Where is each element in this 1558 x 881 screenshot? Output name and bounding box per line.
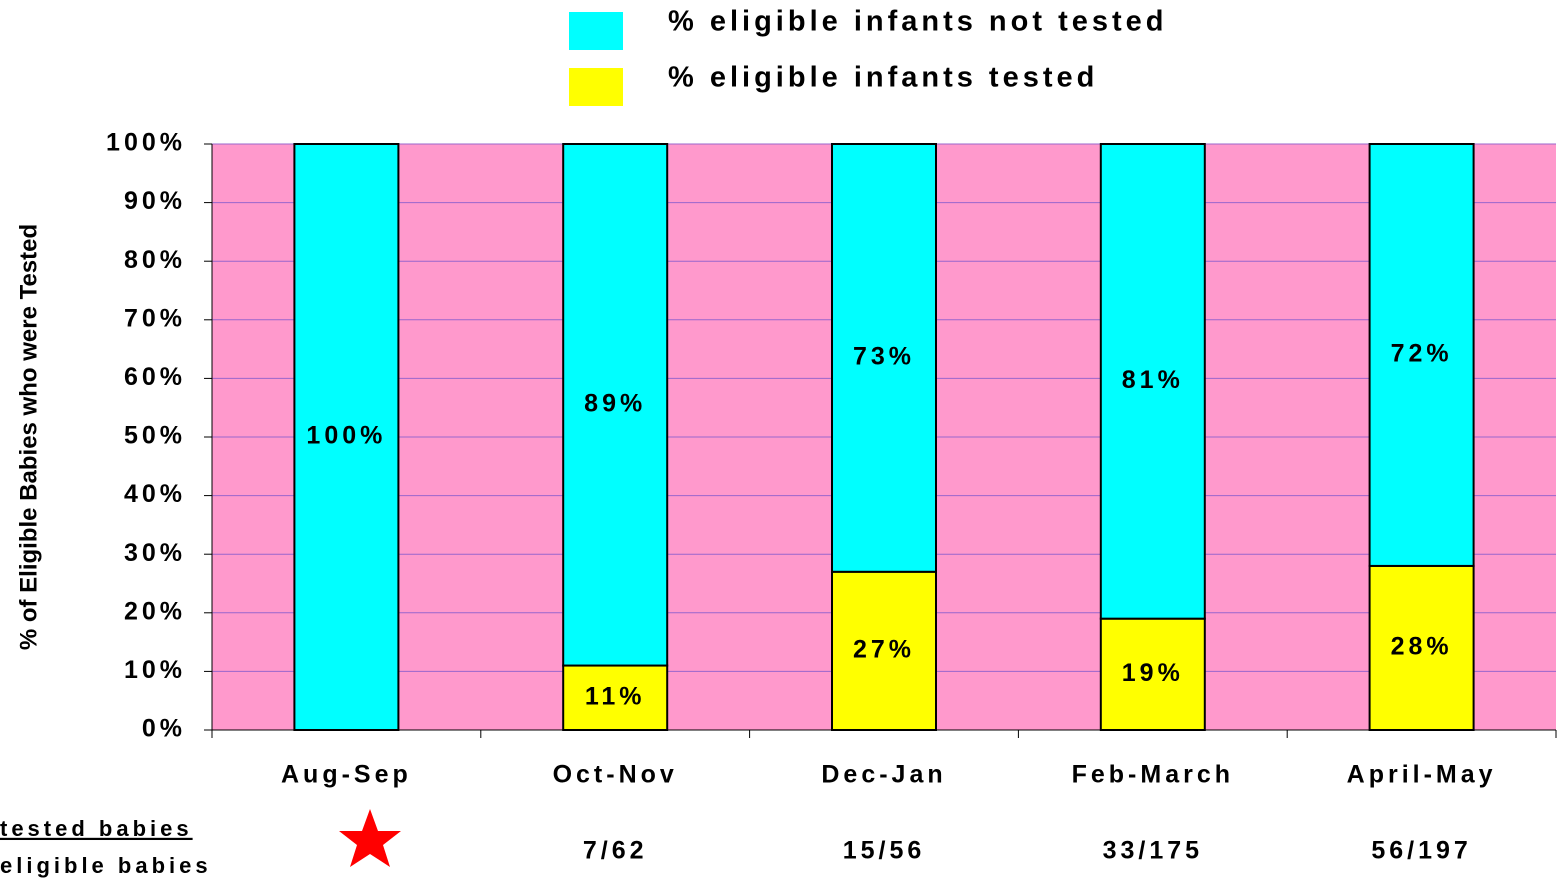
x-tick-label: Aug-Sep bbox=[281, 761, 412, 789]
y-tick-label: 40% bbox=[124, 480, 186, 508]
legend-swatch bbox=[569, 68, 623, 106]
y-tick-label: 50% bbox=[124, 422, 186, 450]
value-label: 73% bbox=[853, 342, 915, 370]
value-label: 27% bbox=[853, 635, 915, 663]
value-label: 81% bbox=[1122, 366, 1184, 394]
legend-label: % eligible infants tested bbox=[668, 62, 1098, 94]
bar-segment bbox=[562, 664, 669, 731]
y-tick-label: 70% bbox=[124, 304, 186, 332]
value-label: 72% bbox=[1391, 340, 1453, 368]
value-label: 28% bbox=[1391, 633, 1453, 661]
ratio-label: 7/62 bbox=[583, 837, 648, 865]
y-tick-label: 0% bbox=[142, 715, 186, 743]
ratio-numerator: tested babies bbox=[0, 816, 193, 841]
y-tick-label: 90% bbox=[124, 187, 186, 215]
x-tick-label: Dec-Jan bbox=[821, 761, 946, 789]
bar-segment bbox=[562, 143, 669, 667]
ratio-denominator: eligible babies bbox=[0, 853, 212, 878]
y-tick-label: 100% bbox=[106, 129, 186, 157]
y-tick-label: 30% bbox=[124, 539, 186, 567]
y-tick-label: 10% bbox=[124, 656, 186, 684]
value-label: 100% bbox=[306, 422, 386, 450]
value-label: 11% bbox=[585, 682, 646, 710]
ratio-label: 33/175 bbox=[1103, 837, 1203, 865]
y-tick-label: 60% bbox=[124, 363, 186, 391]
ratio-label: 56/197 bbox=[1371, 837, 1471, 865]
x-tick-label: April-May bbox=[1347, 761, 1497, 789]
y-tick-label: 80% bbox=[124, 246, 186, 274]
y-axis-title: % of Eligible Babies who were Tested bbox=[15, 224, 42, 650]
bar-segment bbox=[1099, 617, 1206, 731]
value-label: 19% bbox=[1122, 659, 1184, 687]
bar-segment bbox=[1099, 143, 1206, 620]
x-tick-label: Oct-Nov bbox=[553, 761, 678, 789]
bar-segment bbox=[831, 570, 937, 732]
legend-swatch bbox=[569, 12, 623, 50]
x-tick-label: Feb-March bbox=[1072, 761, 1234, 789]
legend-label: % eligible infants not tested bbox=[668, 6, 1168, 38]
bar-segment bbox=[831, 143, 937, 573]
star bbox=[339, 809, 401, 867]
y-tick-label: 20% bbox=[124, 597, 186, 625]
bar-segment bbox=[293, 143, 400, 731]
bar-segment bbox=[1368, 564, 1475, 731]
value-label: 89% bbox=[584, 389, 646, 417]
bar-segment bbox=[1368, 143, 1475, 567]
ratio-label: 15/56 bbox=[843, 837, 926, 865]
